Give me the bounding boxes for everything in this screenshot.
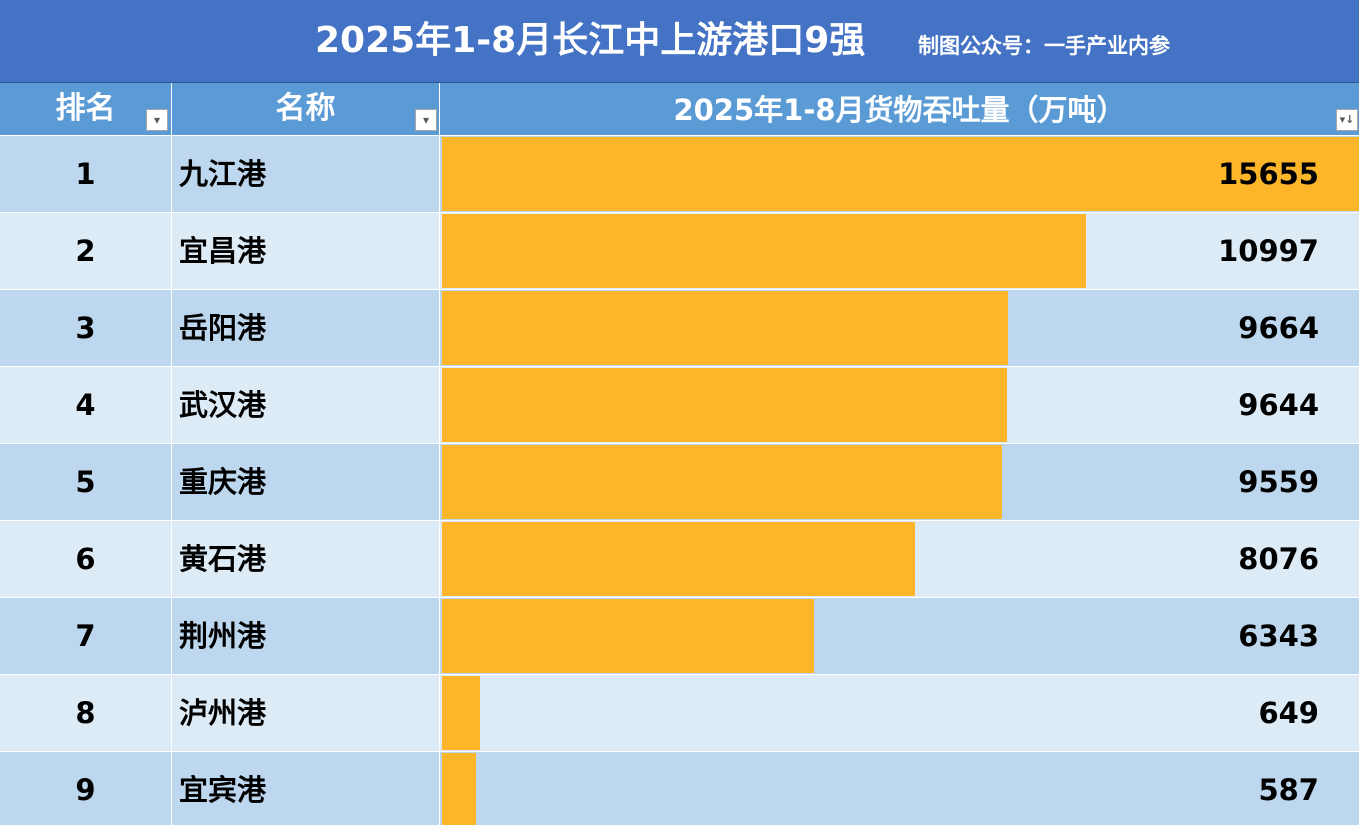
column-header-name-label: 名称: [275, 91, 336, 126]
filter-dropdown-icon[interactable]: ▾: [146, 109, 168, 131]
port-name-cell: 武汉港: [172, 367, 440, 443]
column-header-value: 2025年1-8月货物吞吐量（万吨） ▾↓: [440, 83, 1359, 135]
rank-cell: 5: [0, 444, 172, 520]
throughput-value-label: 6343: [1238, 619, 1319, 653]
sort-descending-filter-icon[interactable]: ▾↓: [1336, 109, 1358, 131]
port-name-cell: 泸州港: [172, 675, 440, 751]
throughput-bar: [442, 214, 1086, 288]
table-row: 3 岳阳港 9664: [0, 289, 1359, 366]
table-row: 1 九江港 15655: [0, 135, 1359, 212]
table-row: 4 武汉港 9644: [0, 366, 1359, 443]
header-row: 排名 ▾ 名称 ▾ 2025年1-8月货物吞吐量（万吨） ▾↓: [0, 83, 1359, 135]
throughput-value-label: 8076: [1238, 542, 1319, 576]
table-row: 9 宜宾港 587: [0, 751, 1359, 825]
throughput-value-label: 9559: [1238, 465, 1319, 499]
table-row: 5 重庆港 9559: [0, 443, 1359, 520]
port-name-cell: 荆州港: [172, 598, 440, 674]
rank-cell: 9: [0, 752, 172, 825]
filter-dropdown-icon[interactable]: ▾: [415, 109, 437, 131]
throughput-bar: [442, 368, 1007, 442]
title-bar: 2025年1-8月长江中上游港口9强 制图公众号：一手产业内参: [0, 0, 1359, 83]
port-name-cell: 重庆港: [172, 444, 440, 520]
port-name-cell: 宜昌港: [172, 213, 440, 289]
port-name-cell: 黄石港: [172, 521, 440, 597]
table-row: 7 荆州港 6343: [0, 597, 1359, 674]
throughput-bar: [442, 676, 480, 750]
table-row: 2 宜昌港 10997: [0, 212, 1359, 289]
rank-cell: 1: [0, 136, 172, 212]
throughput-bar: [442, 137, 1359, 211]
rank-cell: 7: [0, 598, 172, 674]
rank-cell: 4: [0, 367, 172, 443]
rank-cell: 6: [0, 521, 172, 597]
throughput-bar: [442, 445, 1002, 519]
column-header-rank-label: 排名: [55, 91, 116, 126]
throughput-value-label: 15655: [1218, 157, 1319, 191]
column-header-value-label: 2025年1-8月货物吞吐量（万吨）: [673, 93, 1126, 127]
throughput-value-label: 9644: [1238, 388, 1319, 422]
throughput-bar: [442, 291, 1008, 365]
column-header-rank: 排名 ▾: [0, 83, 172, 135]
port-name-cell: 宜宾港: [172, 752, 440, 825]
column-header-name: 名称 ▾: [172, 83, 440, 135]
throughput-value-label: 587: [1258, 773, 1319, 807]
throughput-value-label: 10997: [1218, 234, 1319, 268]
chart-title: 2025年1-8月长江中上游港口9强: [315, 20, 866, 61]
throughput-value-label: 9664: [1238, 311, 1319, 345]
table-row: 6 黄石港 8076: [0, 520, 1359, 597]
port-name-cell: 九江港: [172, 136, 440, 212]
throughput-bar: [442, 753, 476, 825]
throughput-bar: [442, 522, 915, 596]
throughput-bar: [442, 599, 814, 673]
port-name-cell: 岳阳港: [172, 290, 440, 366]
rank-cell: 8: [0, 675, 172, 751]
rank-cell: 2: [0, 213, 172, 289]
throughput-value-label: 649: [1258, 696, 1319, 730]
rank-cell: 3: [0, 290, 172, 366]
chart-subtitle: 制图公众号：一手产业内参: [918, 34, 1170, 58]
table-row: 8 泸州港 649: [0, 674, 1359, 751]
